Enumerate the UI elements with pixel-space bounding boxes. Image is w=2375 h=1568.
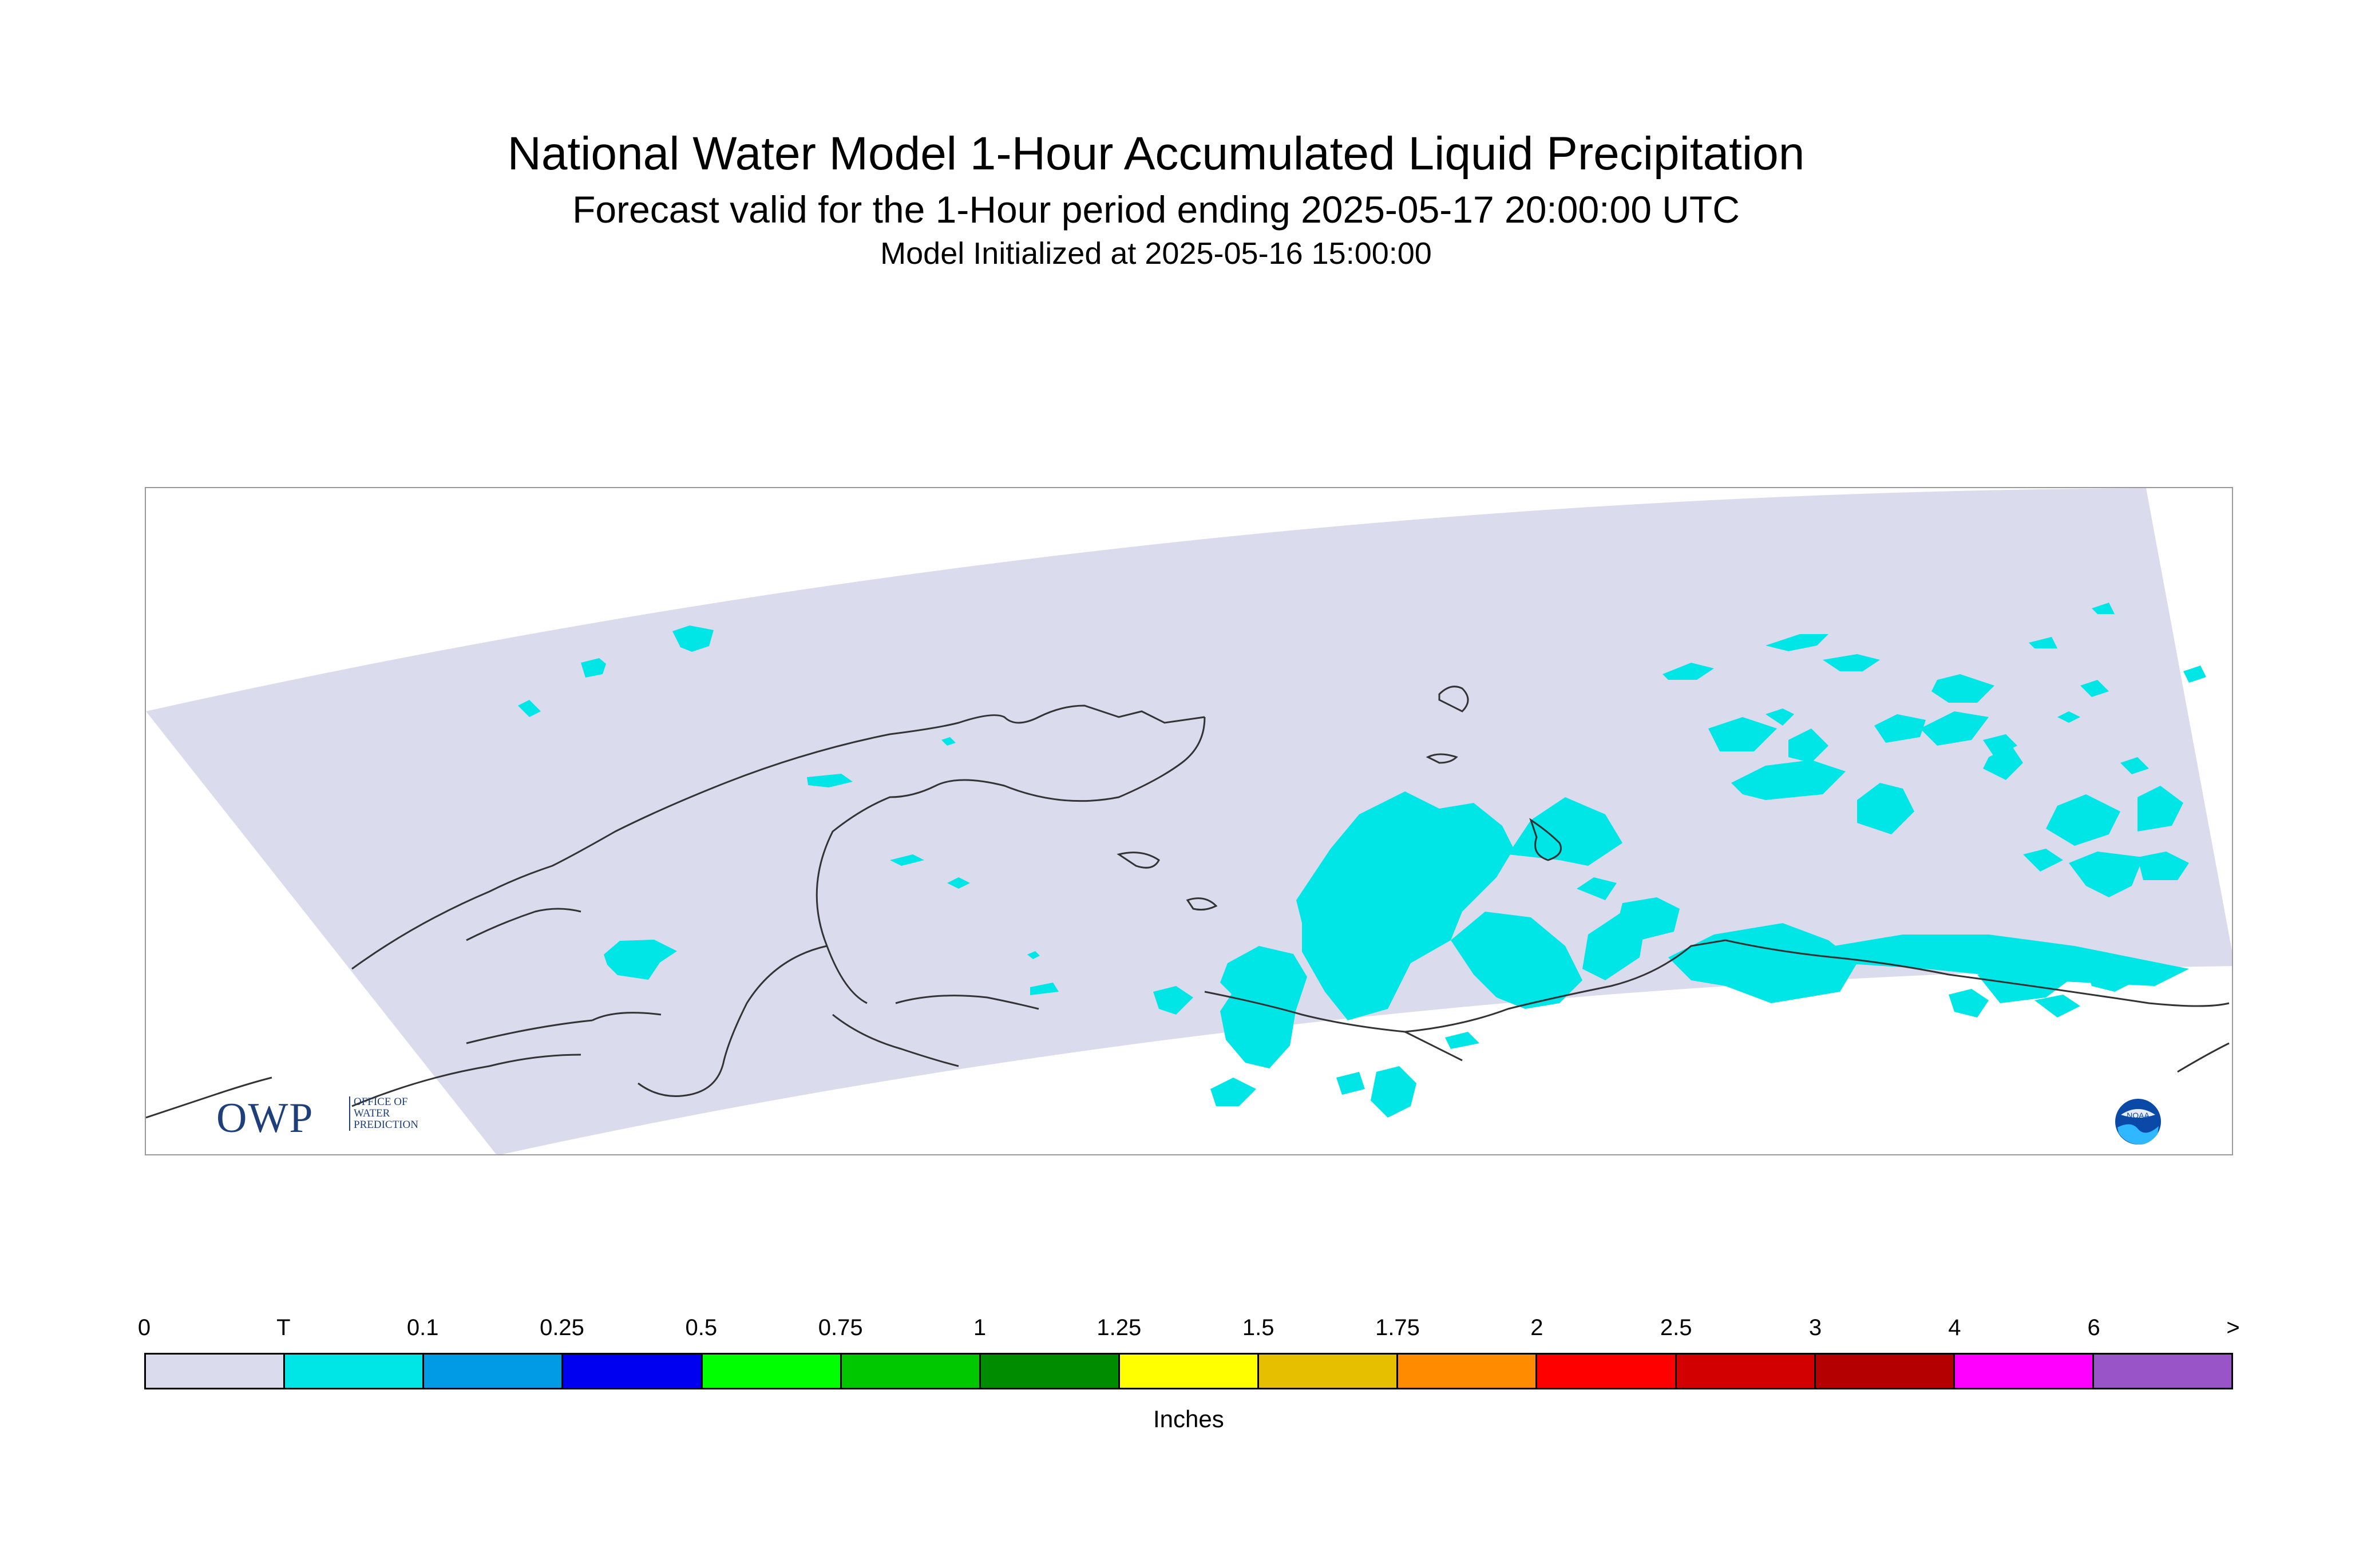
precip-color-legend: [144, 1353, 2233, 1389]
legend-label-0: 0: [137, 1315, 151, 1340]
legend-units: Inches: [1153, 1405, 1224, 1432]
legend-label-13: 4: [1948, 1315, 1961, 1340]
owp-logo: OWP OFFICE OF WATER PREDICTION: [216, 1094, 418, 1143]
legend-swatch-5: [841, 1355, 981, 1388]
legend-label-4: 0.5: [685, 1315, 718, 1340]
noaa-logo: NOAA: [2115, 1099, 2161, 1145]
precipitation-cells: [518, 603, 2206, 1118]
legend-label-14: 6: [2087, 1315, 2100, 1340]
legend-label-8: 1.5: [1242, 1315, 1274, 1340]
legend-label-5: 0.75: [818, 1315, 863, 1340]
legend-swatch-8: [1259, 1355, 1399, 1388]
legend-label-11: 2.5: [1660, 1315, 1692, 1340]
legend-swatch-12: [1815, 1355, 1955, 1388]
legend-label-3: 0.25: [540, 1315, 584, 1340]
legend-swatch-11: [1676, 1355, 1816, 1388]
legend-swatch-0: [146, 1355, 286, 1388]
legend-swatch-2: [424, 1355, 564, 1388]
legend-label-15: >: [2226, 1315, 2240, 1340]
legend-swatch-14: [2093, 1355, 2232, 1388]
legend-label-9: 1.75: [1375, 1315, 1420, 1340]
map-title: National Water Model 1-Hour Accumulated …: [507, 128, 1805, 180]
legend-swatch-4: [702, 1355, 842, 1388]
legend-swatch-3: [563, 1355, 703, 1388]
precipitation-map[interactable]: [145, 487, 2233, 1155]
coastlines: [146, 686, 2230, 1119]
legend-label-12: 3: [1808, 1315, 1822, 1340]
owp-letters: OWP: [216, 1095, 314, 1142]
legend-swatch-10: [1537, 1355, 1677, 1388]
legend-swatch-7: [1119, 1355, 1260, 1388]
model-init-text: Model Initialized at 2025-05-16 15:00:00: [880, 236, 1432, 271]
noaa-text: NOAA: [2127, 1111, 2150, 1120]
legend-label-6: 1: [973, 1315, 987, 1340]
legend-swatch-9: [1398, 1355, 1538, 1388]
legend-swatch-1: [285, 1355, 425, 1388]
legend-label-7: 1.25: [1097, 1315, 1142, 1340]
legend-swatch-13: [1954, 1355, 2094, 1388]
owp-subtext: OFFICE OF WATER PREDICTION: [349, 1096, 418, 1131]
legend-label-10: 2: [1530, 1315, 1543, 1340]
legend-label-1: T: [276, 1315, 291, 1340]
legend-swatch-6: [980, 1355, 1120, 1388]
map-subtitle: Forecast valid for the 1-Hour period end…: [572, 188, 1740, 231]
model-domain: [146, 488, 2232, 1154]
legend-label-2: 0.1: [406, 1315, 439, 1340]
